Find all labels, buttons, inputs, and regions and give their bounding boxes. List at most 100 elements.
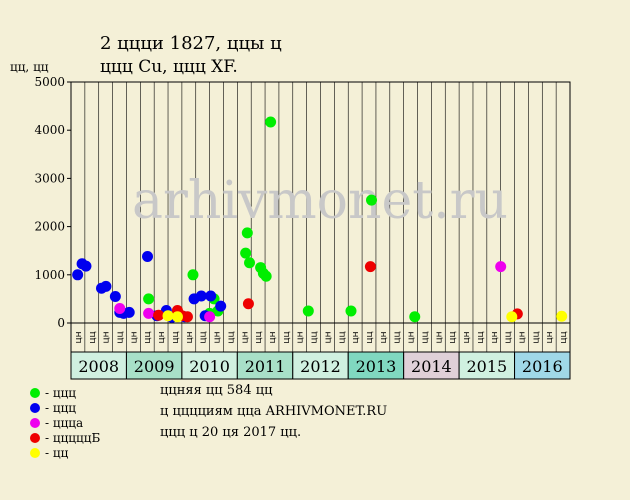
legend-item: - ццц	[30, 386, 76, 400]
year-cell	[236, 351, 294, 380]
y-tick-label: 1000	[34, 268, 65, 282]
quarter-label: цц	[88, 331, 98, 343]
data-point-red	[181, 311, 193, 323]
year-label: 2012	[300, 357, 341, 376]
quarter-label: цн	[268, 331, 278, 343]
quarter-label: цц	[448, 331, 458, 343]
data-point-yellow	[162, 310, 174, 322]
quarter-label: цн	[129, 331, 139, 343]
quarter-label: цн	[517, 331, 527, 343]
info-line-date: ццц ц 20 ця 2017 цц.	[160, 425, 302, 440]
data-point-green	[240, 247, 252, 259]
data-point-yellow	[171, 311, 183, 323]
data-point-magenta	[143, 307, 155, 319]
legend-item: - цц	[30, 446, 68, 460]
legend-swatch	[30, 418, 40, 428]
quarter-label: цц	[337, 331, 347, 343]
info-line-source: ц цццциям цца ARHIVMONET.RU	[160, 404, 388, 419]
quarter-label: цц	[116, 331, 126, 343]
quarter-label: цц	[310, 331, 320, 343]
legend-label: - цц	[45, 446, 69, 460]
y-tick-label: 5000	[34, 75, 65, 89]
data-point-blue	[123, 306, 135, 318]
quarter-label: цц	[199, 331, 209, 343]
quarter-label: цн	[102, 331, 112, 343]
year-cell	[292, 351, 349, 380]
y-tick-label: 2000	[34, 220, 65, 234]
chart-title-line1: 2 ццци 1827, ццы ц	[100, 33, 282, 54]
data-point-blue	[100, 280, 112, 292]
year-label: 2015	[466, 357, 507, 376]
legend-item: - цццццБ	[30, 431, 100, 445]
year-cell	[347, 351, 405, 380]
data-point-blue	[109, 290, 121, 302]
info-line-price: ццняя цц 584 цц	[160, 383, 273, 398]
quarter-label: цц	[504, 331, 514, 343]
data-point-magenta	[495, 261, 507, 273]
data-point-blue	[142, 250, 154, 262]
data-point-green	[187, 269, 199, 281]
data-point-blue	[205, 290, 217, 302]
year-cell	[70, 351, 127, 380]
quarter-label: цн	[185, 331, 195, 343]
data-point-green	[265, 116, 277, 128]
quarter-label: цн	[323, 331, 333, 343]
year-label: 2016	[522, 357, 563, 376]
data-point-red	[153, 309, 165, 321]
quarter-label: цн	[240, 331, 250, 343]
year-cell	[514, 351, 571, 380]
y-tick-label: 0	[57, 316, 65, 330]
year-cell	[125, 351, 183, 380]
data-point-green	[302, 305, 314, 317]
quarter-label: цн	[74, 331, 84, 343]
quarter-label: цн	[407, 331, 417, 343]
quarter-label: цц	[365, 331, 375, 343]
quarter-label: цн	[379, 331, 389, 343]
legend-label: - ццц	[45, 386, 77, 400]
data-point-blue	[72, 269, 84, 281]
quarter-label: цц	[282, 331, 292, 343]
legend-swatch	[30, 433, 40, 443]
quarter-label: цн	[213, 331, 223, 343]
quarter-label: цц	[476, 331, 486, 343]
data-point-green	[244, 257, 256, 269]
data-point-yellow	[556, 310, 568, 322]
y-tick-label: 3000	[34, 171, 65, 185]
year-cell	[181, 351, 238, 380]
legend-label: - ццца	[45, 416, 84, 430]
data-point-green	[409, 311, 421, 323]
data-point-magenta	[204, 311, 216, 323]
quarter-label: цн	[490, 331, 500, 343]
year-label: 2011	[245, 357, 286, 376]
watermark-text: arhivmonet.ru	[132, 171, 508, 231]
quarter-label: цн	[434, 331, 444, 343]
year-label: 2009	[134, 357, 175, 376]
data-point-red	[242, 298, 254, 310]
legend-item: - ццца	[30, 416, 83, 430]
data-point-green	[143, 293, 155, 305]
data-point-green	[241, 227, 253, 239]
year-label: 2010	[189, 357, 230, 376]
data-point-red	[364, 261, 376, 273]
data-point-green	[345, 305, 357, 317]
legend-item: - ццц	[30, 401, 76, 415]
data-point-blue	[215, 300, 227, 312]
quarter-label: цц	[226, 331, 236, 343]
quarter-label: цц	[254, 331, 264, 343]
quarter-label: цц	[393, 331, 403, 343]
y-axis-unit-label: цц, цц	[10, 60, 49, 74]
legend-label: - цццццБ	[45, 431, 101, 445]
data-point-blue	[195, 290, 207, 302]
quarter-label: цн	[462, 331, 472, 343]
legend-swatch	[30, 388, 40, 398]
year-label: 2014	[411, 357, 452, 376]
quarter-label: цц	[531, 331, 541, 343]
legend-swatch	[30, 448, 40, 458]
data-point-magenta	[114, 303, 126, 315]
year-label: 2008	[78, 357, 119, 376]
quarter-label: цц	[420, 331, 430, 343]
year-label: 2013	[356, 357, 397, 376]
quarter-label: цн	[296, 331, 306, 343]
legend-label: - ццц	[45, 401, 77, 415]
